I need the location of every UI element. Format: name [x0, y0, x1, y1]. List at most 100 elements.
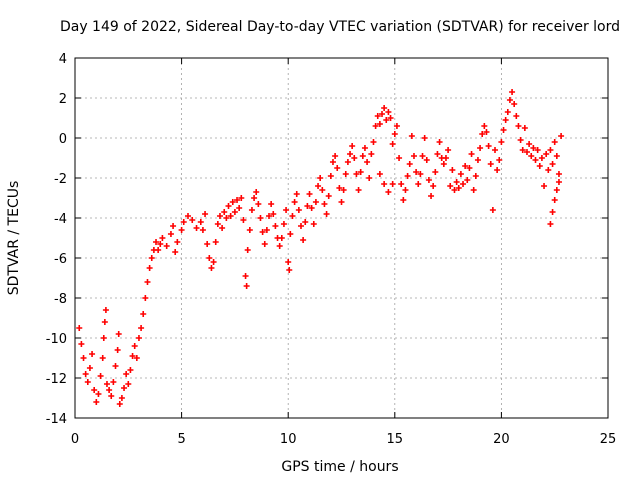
data-point [509, 89, 516, 95]
data-point [127, 367, 134, 373]
data-point [193, 225, 200, 231]
data-point [280, 221, 287, 227]
data-point [84, 379, 91, 385]
y-tick-labels: 4 2 0 -2 -4 -6 -8 -10 -12 -14 [46, 52, 67, 427]
data-point [344, 159, 351, 165]
data-point [449, 167, 456, 173]
data-point [146, 265, 153, 271]
data-point [276, 243, 283, 249]
data-point [93, 399, 100, 405]
data-point [287, 231, 294, 237]
data-point [436, 139, 443, 145]
data-point [519, 147, 526, 153]
data-point [204, 241, 211, 247]
data-point [389, 141, 396, 147]
data-point [180, 219, 187, 225]
y-tick-label: -10 [46, 332, 67, 347]
data-point [541, 183, 548, 189]
data-point [517, 137, 524, 143]
data-point [396, 155, 403, 161]
data-point [285, 259, 292, 265]
data-point [202, 211, 209, 217]
data-point [240, 217, 247, 223]
data-point [108, 393, 115, 399]
data-point [410, 153, 417, 159]
data-point [523, 149, 530, 155]
data-point [423, 157, 430, 163]
data-point [125, 381, 132, 387]
data-point [338, 199, 345, 205]
x-tick-label: 15 [387, 432, 404, 447]
data-point [553, 187, 560, 193]
data-point [481, 123, 488, 129]
data-point [453, 179, 460, 185]
axis-ticks [74, 57, 609, 419]
data-point [225, 203, 232, 209]
y-tick-label: -14 [46, 412, 67, 427]
data-point [300, 237, 307, 243]
data-point [553, 153, 560, 159]
data-point [278, 235, 285, 241]
data-point [385, 189, 392, 195]
data-point [391, 131, 398, 137]
data-point [302, 219, 309, 225]
data-point [381, 181, 388, 187]
y-tick-label: 2 [59, 92, 67, 107]
y-tick-label: -2 [54, 172, 67, 187]
data-point [82, 371, 89, 377]
data-point [123, 371, 130, 377]
data-point [312, 199, 319, 205]
data-point [286, 267, 293, 273]
data-point [383, 117, 390, 123]
data-point [261, 241, 268, 247]
data-point [272, 223, 279, 229]
data-point [479, 131, 486, 137]
data-point [398, 181, 405, 187]
data-point [212, 239, 219, 245]
data-point [243, 283, 250, 289]
data-point [197, 219, 204, 225]
data-point [555, 171, 562, 177]
data-point [138, 325, 145, 331]
data-point [393, 123, 400, 129]
data-point [485, 143, 492, 149]
data-point [515, 123, 522, 129]
data-point [155, 247, 162, 253]
data-point [549, 209, 556, 215]
data-point [242, 273, 249, 279]
data-point [253, 189, 260, 195]
y-tick-label: -6 [54, 252, 67, 267]
data-point [80, 355, 87, 361]
data-point [246, 227, 253, 233]
data-point [421, 135, 428, 141]
data-point [468, 151, 475, 157]
data-point [255, 201, 262, 207]
data-point [221, 209, 228, 215]
data-point [464, 177, 471, 183]
data-point [477, 145, 484, 151]
data-point [534, 147, 541, 153]
data-point [101, 319, 108, 325]
data-point [406, 161, 413, 167]
data-point [210, 259, 217, 265]
data-point [216, 213, 223, 219]
data-point [295, 207, 302, 213]
y-tick-label: 4 [59, 52, 67, 67]
data-point [102, 307, 109, 313]
data-point [545, 167, 552, 173]
data-point [268, 201, 275, 207]
data-point [114, 347, 121, 353]
data-point [494, 167, 501, 173]
data-point [428, 193, 435, 199]
data-point [379, 111, 386, 117]
data-point [234, 197, 241, 203]
data-point [502, 117, 509, 123]
data-point [538, 155, 545, 161]
data-point [376, 121, 383, 127]
data-point [472, 173, 479, 179]
data-points [76, 89, 565, 407]
x-axis-label: GPS time / hours [281, 459, 398, 475]
data-point [442, 155, 449, 161]
data-point [528, 153, 535, 159]
